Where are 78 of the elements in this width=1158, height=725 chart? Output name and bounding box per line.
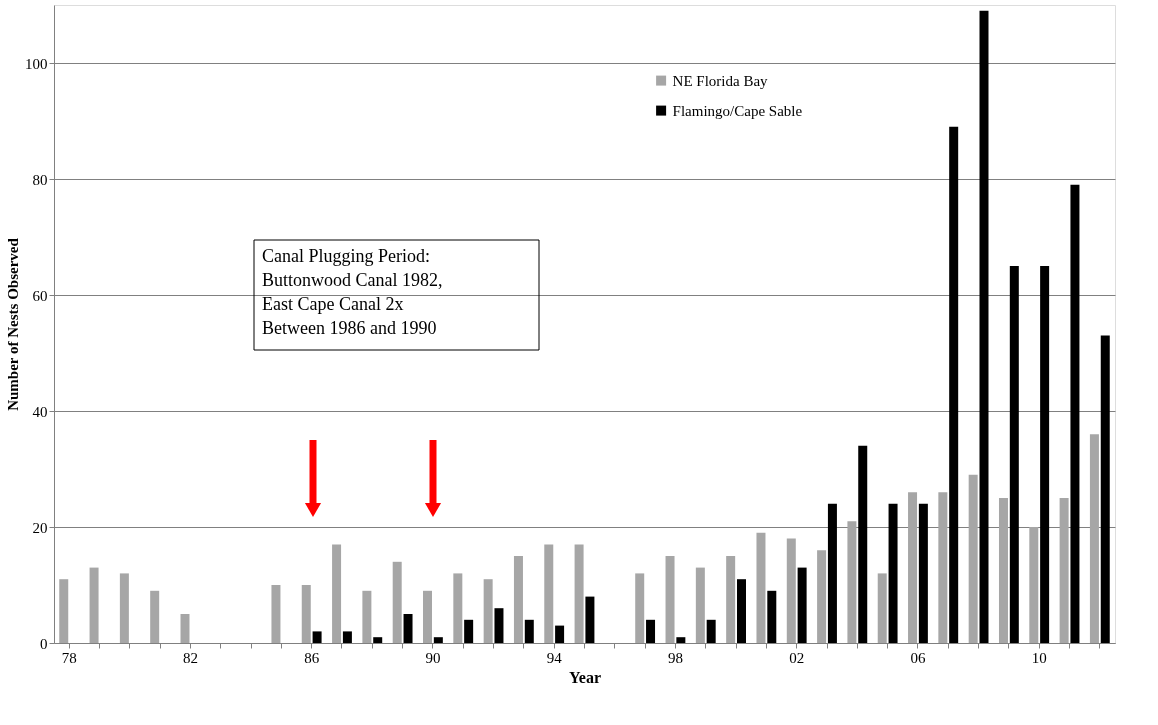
bar [453, 573, 463, 643]
bar [918, 503, 928, 643]
bar [726, 556, 736, 643]
bar [968, 474, 978, 643]
bar [312, 631, 322, 643]
bar [574, 544, 584, 643]
bar [342, 631, 352, 643]
bar [949, 126, 959, 643]
bar [908, 492, 918, 643]
bar [827, 503, 837, 643]
bar [392, 561, 402, 643]
bar [423, 590, 433, 643]
bar [1040, 266, 1050, 643]
legend-label: Flamingo/Cape Sable [672, 102, 803, 119]
bar [695, 567, 705, 643]
bar [119, 573, 129, 643]
bar [767, 590, 777, 643]
y-tick-label: 20 [32, 519, 48, 536]
bar [938, 492, 948, 643]
x-tick-label: 10 [1031, 649, 1047, 666]
bar [1100, 335, 1110, 643]
bar [786, 538, 796, 643]
x-tick-label: 78 [61, 649, 77, 666]
bar [271, 585, 281, 643]
y-tick-label: 100 [25, 55, 48, 72]
bar [756, 532, 766, 643]
bar [464, 619, 474, 643]
x-tick-label: 98 [667, 649, 683, 666]
x-tick-label: 06 [910, 649, 926, 666]
bar [403, 614, 413, 643]
bar [817, 550, 827, 643]
bar [544, 544, 554, 643]
y-tick-label: 40 [32, 403, 48, 420]
bar [706, 619, 716, 643]
bar [877, 573, 887, 643]
bar [150, 590, 160, 643]
y-tick-label: 0 [40, 635, 48, 652]
bar [433, 637, 443, 643]
bar [524, 619, 534, 643]
x-tick-label: 90 [425, 649, 441, 666]
bar [332, 544, 342, 643]
y-tick-label: 80 [32, 171, 48, 188]
bar [847, 521, 857, 643]
legend-label: NE Florida Bay [672, 72, 769, 89]
bar [301, 585, 311, 643]
bar [373, 637, 383, 643]
bar [1089, 434, 1099, 643]
bar [858, 445, 868, 643]
bar [1070, 184, 1080, 643]
bar [797, 567, 807, 643]
bar [998, 498, 1008, 643]
bar [362, 590, 372, 643]
bar [555, 625, 565, 643]
bar [646, 619, 656, 643]
bar [676, 637, 686, 643]
x-tick-label: 94 [546, 649, 563, 666]
bar [736, 579, 746, 643]
bar [483, 579, 493, 643]
y-tick-label: 60 [32, 287, 48, 304]
x-axis-title: Year [569, 668, 601, 686]
bar [180, 614, 190, 643]
x-tick-label: 82 [182, 649, 198, 666]
bar [979, 10, 989, 643]
annotation: Canal Plugging Period: Buttonwood Canal 1982, East Cape Canal 2x Between 1986 and 1990 [262, 246, 443, 338]
bar [665, 556, 675, 643]
x-tick-label: 86 [304, 649, 320, 666]
bar [1059, 498, 1069, 643]
bar [494, 608, 504, 643]
bar [59, 579, 69, 643]
y-axis-title: Number of Nests Observed [5, 237, 21, 411]
bar [1029, 527, 1039, 643]
bar [89, 567, 99, 643]
bar [513, 556, 523, 643]
bar [888, 503, 898, 643]
x-tick-label: 02 [789, 649, 805, 666]
bar [1009, 266, 1019, 643]
bar [635, 573, 645, 643]
bar [585, 596, 595, 643]
